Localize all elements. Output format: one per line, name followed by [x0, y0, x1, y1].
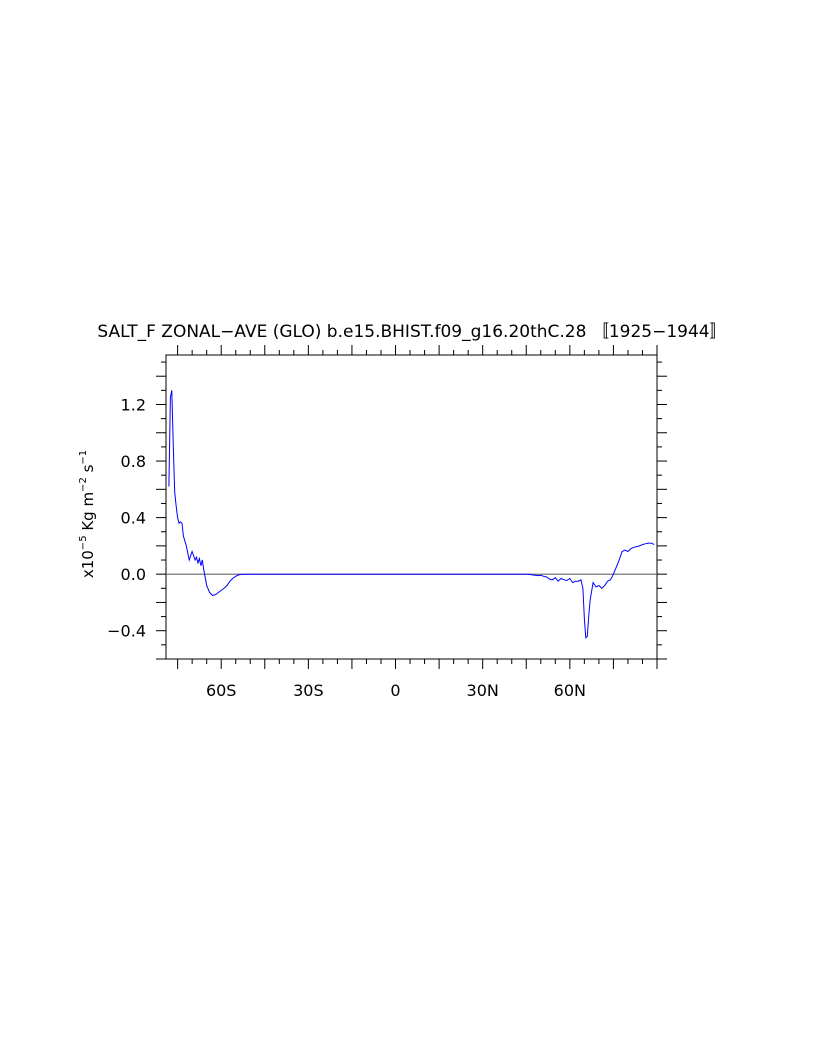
ylabel-units-a: Kg m: [79, 492, 97, 536]
x-tick-label: 0: [390, 681, 400, 700]
x-tick-label: 60N: [554, 681, 586, 700]
x-tick-label: 60S: [206, 681, 237, 700]
ylabel-exp2: −2: [78, 477, 89, 492]
svg-text:x10−5 Kg m−2 s−1: x10−5 Kg m−2 s−1: [78, 450, 97, 578]
y-tick-label: 0.4: [121, 509, 146, 528]
series-line: [168, 390, 655, 639]
plot-frame: [165, 354, 658, 660]
x-tick-label: 30S: [293, 681, 324, 700]
ylabel-base: x10: [79, 550, 97, 578]
chart-title: SALT_F ZONAL−AVE (GLO) b.e15.BHIST.f09_g…: [97, 322, 726, 342]
y-axis-label: x10−5 Kg m−2 s−1: [78, 450, 97, 578]
y-tick-label: 0.8: [121, 452, 146, 471]
x-tick-label: 30N: [467, 681, 499, 700]
tick-labels: 60S 30S 0 30N 60N −0.4 0.0 0.4 0.8 1.2: [107, 395, 586, 700]
ylabel-exp: −5: [78, 535, 89, 550]
ylabel-units-b: s: [79, 464, 97, 477]
y-tick-label: −0.4: [107, 622, 146, 641]
y-tick-label: 1.2: [121, 395, 146, 414]
ylabel-exp3: −1: [78, 450, 89, 465]
y-tick-label: 0.0: [121, 565, 146, 584]
axis-ticks: [156, 345, 667, 669]
